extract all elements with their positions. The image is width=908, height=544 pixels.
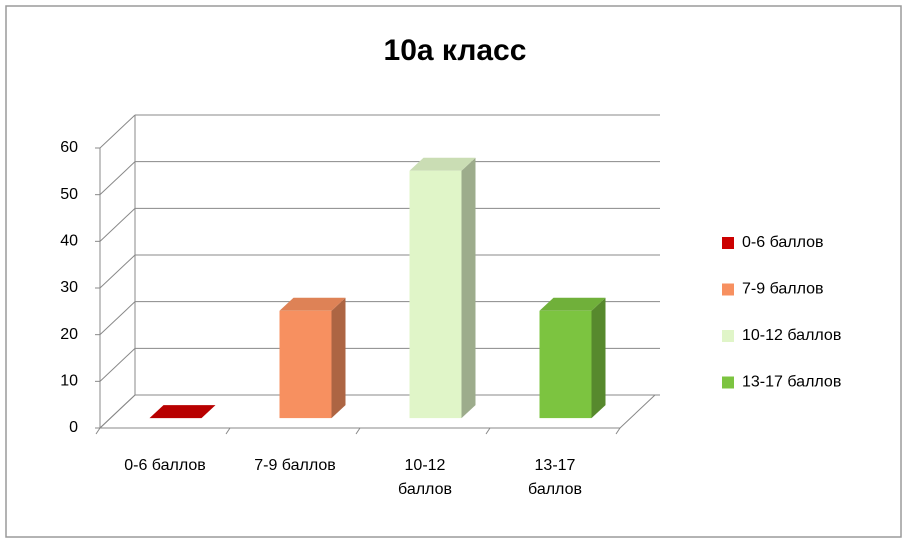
x-tick bbox=[615, 427, 621, 435]
x-tick bbox=[225, 427, 231, 435]
bar bbox=[539, 297, 606, 419]
bar-side bbox=[591, 297, 606, 419]
x-tick-label: 0-6 баллов bbox=[124, 457, 206, 474]
bar-top bbox=[409, 157, 476, 171]
grid-line bbox=[99, 347, 136, 382]
bar-side bbox=[461, 157, 476, 419]
grid-line bbox=[99, 394, 136, 429]
bar-front bbox=[409, 170, 462, 419]
bar bbox=[279, 297, 346, 419]
legend-label: 7-9 баллов bbox=[742, 281, 824, 298]
grid-line bbox=[99, 114, 136, 149]
grid-line bbox=[99, 161, 136, 196]
bar-top bbox=[539, 297, 606, 311]
grid-line bbox=[99, 301, 136, 336]
y-tick-label: 30 bbox=[60, 279, 78, 296]
y-tick-label: 10 bbox=[60, 373, 78, 390]
y-tick-label: 20 bbox=[60, 326, 78, 343]
x-tick bbox=[355, 427, 361, 435]
bar bbox=[149, 405, 216, 419]
y-tick-label: 50 bbox=[60, 186, 78, 203]
x-tick-label: 7-9 баллов bbox=[254, 457, 336, 474]
x-tick-label: 13-17 баллов bbox=[528, 457, 582, 498]
y-tick-label: 60 bbox=[60, 139, 78, 156]
x-tick bbox=[485, 427, 491, 435]
bar-front bbox=[279, 310, 332, 419]
legend-label: 10-12 баллов bbox=[742, 327, 841, 344]
legend-swatch bbox=[722, 237, 734, 249]
legend-swatch bbox=[722, 283, 734, 296]
grid-line bbox=[99, 207, 136, 242]
y-tick-label: 0 bbox=[69, 419, 78, 436]
legend-label: 0-6 баллов bbox=[742, 234, 824, 251]
bar-front bbox=[539, 310, 592, 419]
legend-swatch bbox=[722, 376, 734, 389]
bar-top bbox=[279, 297, 346, 311]
x-tick-label: 10-12 баллов bbox=[398, 457, 452, 498]
legend-swatch bbox=[722, 330, 734, 342]
y-tick-label: 40 bbox=[60, 233, 78, 250]
grid-line bbox=[99, 254, 136, 289]
bar bbox=[409, 157, 476, 419]
x-tick bbox=[95, 427, 101, 435]
legend-label: 13-17 баллов bbox=[742, 374, 841, 391]
bar-top bbox=[149, 405, 216, 419]
bar-side bbox=[331, 297, 346, 419]
chart-title: 10а класс bbox=[384, 34, 527, 67]
